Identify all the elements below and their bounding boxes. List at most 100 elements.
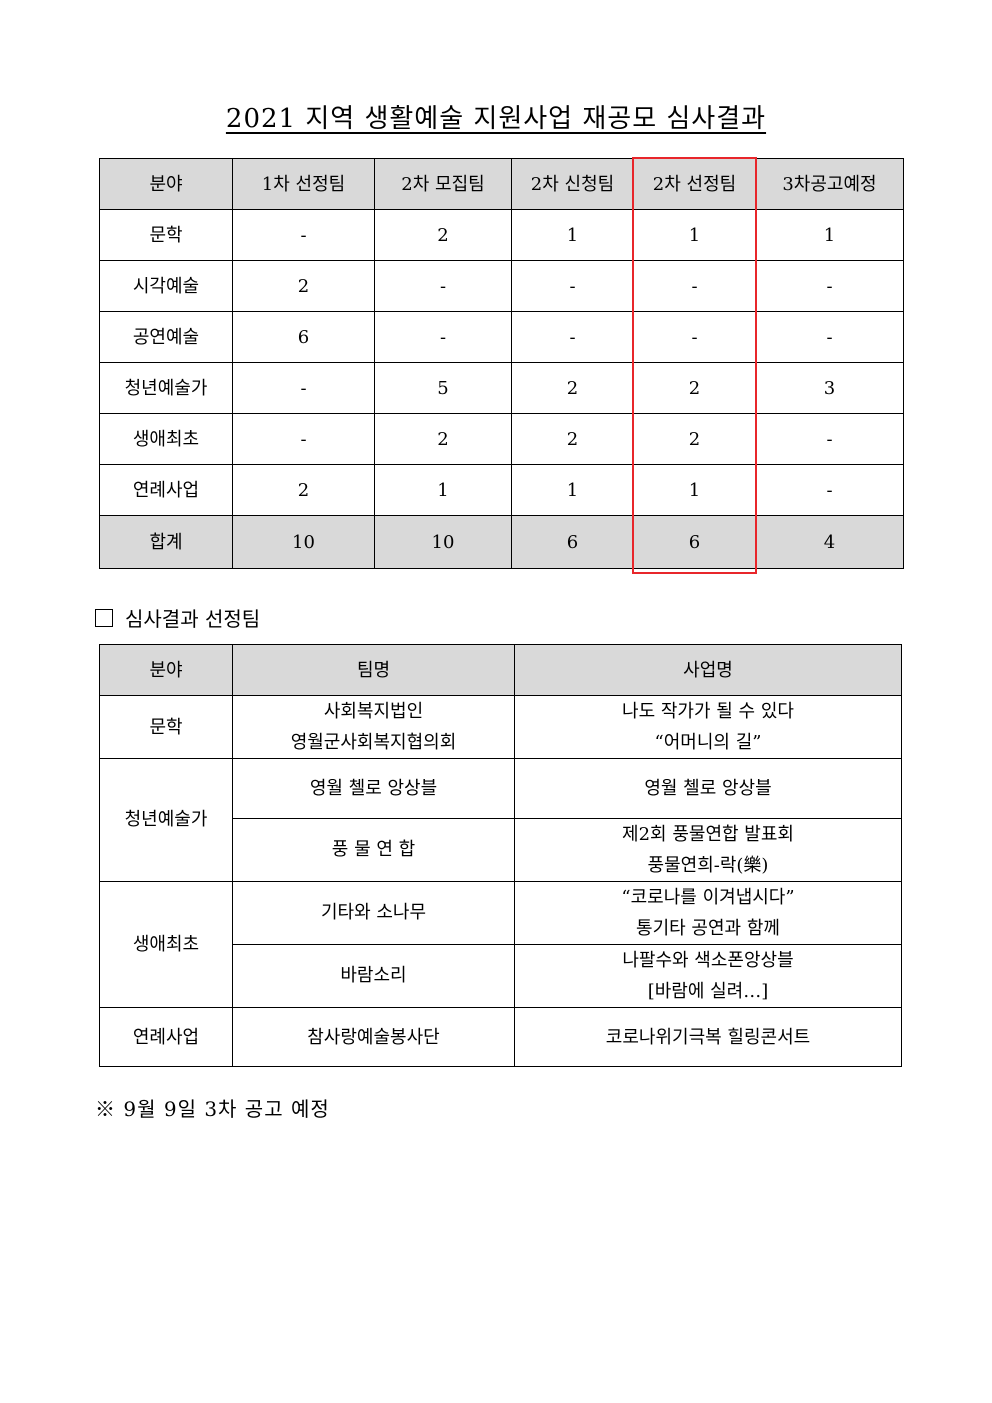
project-line: 풍물연희-락(樂) bbox=[647, 854, 769, 876]
table-cell: - bbox=[232, 209, 375, 261]
column-header: 2차 선정팀 bbox=[633, 158, 756, 210]
table-cell: 2 bbox=[232, 260, 375, 312]
table-cell: 1 bbox=[633, 209, 756, 261]
total-row: 합계 10 10 6 6 4 bbox=[99, 515, 904, 569]
table-cell: - bbox=[755, 413, 904, 465]
header-row: 분야 1차 선정팀 2차 모집팀 2차 신청팀 2차 선정팀 3차공고예정 bbox=[99, 158, 904, 210]
project-cell: 나도 작가가 될 수 있다 “어머니의 길” bbox=[514, 695, 902, 759]
summary-table: 분야 1차 선정팀 2차 모집팀 2차 신청팀 2차 선정팀 3차공고예정 문학 -2 1 1 1 시… bbox=[99, 158, 904, 569]
team-line: 기타와 소나무 bbox=[320, 902, 427, 924]
project-line: 영월 첼로 앙상블 bbox=[644, 777, 772, 799]
total-cell: 합계 bbox=[99, 515, 233, 569]
table-cell: 1 bbox=[755, 209, 904, 261]
table-cell: 2 bbox=[232, 464, 375, 516]
column-header: 2차 모집팀 bbox=[374, 158, 512, 210]
header-row: 분야 팀명 사업명 bbox=[99, 644, 902, 696]
table-cell: - bbox=[755, 260, 904, 312]
table-cell: - bbox=[755, 311, 904, 363]
table-cell: - bbox=[374, 260, 512, 312]
table-row: 연례사업 2 1 1 1- bbox=[99, 464, 904, 516]
table-cell: 2 bbox=[374, 413, 512, 465]
table-cell: - bbox=[374, 311, 512, 363]
total-cell: 4 bbox=[755, 515, 904, 569]
project-cell: 나팔수와 색소폰앙상블 [바람에 실려…] bbox=[514, 943, 902, 1008]
field-cell: 공연예술 bbox=[99, 311, 233, 363]
table-row: 바람소리 나팔수와 색소폰앙상블 [바람에 실려…] bbox=[100, 943, 902, 1008]
field-cell: 청년예술가 bbox=[99, 758, 233, 882]
section-heading: 심사결과 선정팀 bbox=[95, 603, 260, 632]
project-line: [바람에 실려…] bbox=[647, 980, 769, 1002]
field-cell: 연례사업 bbox=[99, 1006, 233, 1068]
column-header: 3차공고예정 bbox=[755, 158, 904, 210]
project-line: “어머니의 길” bbox=[654, 732, 762, 753]
team-line: 영월 첼로 앙상블 bbox=[309, 777, 438, 799]
table-cell: 2 bbox=[511, 413, 634, 465]
column-header: 분야 bbox=[99, 644, 233, 696]
announcement-note: ※ 9월 9일 3차 공고 예정 bbox=[95, 1097, 330, 1121]
team-line: 영월군사회복지협의회 bbox=[290, 732, 457, 753]
table-cell: 2 bbox=[633, 413, 756, 465]
field-cell: 문학 bbox=[99, 695, 233, 759]
project-cell: 코로나위기극복 힐링콘서트 bbox=[514, 1006, 902, 1068]
field-cell: 생애최초 bbox=[99, 880, 233, 1008]
field-cell: 생애최초 bbox=[99, 413, 233, 465]
table-row: 연례사업 참사랑예술봉사단 코로나위기극복 힐링콘서트 bbox=[99, 1006, 902, 1068]
table-cell: 6 bbox=[232, 311, 375, 363]
project-cell: 영월 첼로 앙상블 bbox=[514, 758, 902, 819]
document-title: 2021 지역 생활예술 지원사업 재공모 심사결과 bbox=[225, 104, 767, 134]
table-row: 공연예술 6- - - - bbox=[99, 311, 904, 363]
table-row: 문학 -2 1 1 1 bbox=[99, 209, 904, 261]
total-cell: 6 bbox=[633, 515, 756, 569]
table-cell: - bbox=[511, 260, 634, 312]
column-header: 분야 bbox=[99, 158, 233, 210]
table-cell: 1 bbox=[511, 209, 634, 261]
table-cell: - bbox=[755, 464, 904, 516]
column-header: 1차 선정팀 bbox=[232, 158, 375, 210]
project-cell: “코로나를 이겨냅시다” 통기타 공연과 함께 bbox=[514, 880, 902, 945]
team-line: 풍 물 연 합 bbox=[331, 839, 416, 861]
team-line: 참사랑예술봉사단 bbox=[307, 1026, 440, 1048]
table-row: 시각예술 2- - - - bbox=[99, 260, 904, 312]
table-cell: - bbox=[633, 260, 756, 312]
table-row: 생애최초 기타와 소나무 “코로나를 이겨냅시다” 통기타 공연과 함께 bbox=[99, 880, 902, 1008]
field-cell: 청년예술가 bbox=[99, 362, 233, 414]
team-line: 바람소리 bbox=[340, 965, 407, 987]
field-cell: 연례사업 bbox=[99, 464, 233, 516]
project-line: 나팔수와 색소폰앙상블 bbox=[622, 949, 794, 971]
team-cell: 풍 물 연 합 bbox=[232, 817, 515, 882]
table-cell: 1 bbox=[374, 464, 512, 516]
table-cell: 1 bbox=[633, 464, 756, 516]
project-line: 통기타 공연과 함께 bbox=[636, 917, 780, 939]
team-cell: 기타와 소나무 bbox=[232, 880, 515, 945]
project-line: 나도 작가가 될 수 있다 bbox=[622, 701, 794, 722]
field-cell: 시각예술 bbox=[99, 260, 233, 312]
column-header: 2차 신청팀 bbox=[511, 158, 634, 210]
table-row: 청년예술가 영월 첼로 앙상블 영월 첼로 앙상블 bbox=[99, 758, 902, 882]
total-cell: 10 bbox=[232, 515, 375, 569]
team-line: 사회복지법인 bbox=[323, 701, 424, 722]
table-cell: 1 bbox=[511, 464, 634, 516]
team-cell: 영월 첼로 앙상블 bbox=[232, 758, 515, 819]
column-header: 팀명 bbox=[232, 644, 515, 696]
table-row: 청년예술가 -5 2 2 3 bbox=[99, 362, 904, 414]
field-cell: 문학 bbox=[99, 209, 233, 261]
table-row: 생애최초 -2 2 2- bbox=[99, 413, 904, 465]
checkbox-icon bbox=[95, 609, 113, 627]
team-cell: 바람소리 bbox=[232, 943, 515, 1008]
table-cell: 2 bbox=[511, 362, 634, 414]
team-cell: 참사랑예술봉사단 bbox=[232, 1006, 515, 1068]
table-cell: - bbox=[511, 311, 634, 363]
table-cell: 2 bbox=[633, 362, 756, 414]
table-cell: 3 bbox=[755, 362, 904, 414]
table-cell: 5 bbox=[374, 362, 512, 414]
table-cell: - bbox=[633, 311, 756, 363]
project-line: “코로나를 이겨냅시다” bbox=[621, 886, 795, 908]
total-cell: 10 bbox=[374, 515, 512, 569]
table-cell: 2 bbox=[374, 209, 512, 261]
project-line: 제2회 풍물연합 발표회 bbox=[622, 823, 794, 845]
